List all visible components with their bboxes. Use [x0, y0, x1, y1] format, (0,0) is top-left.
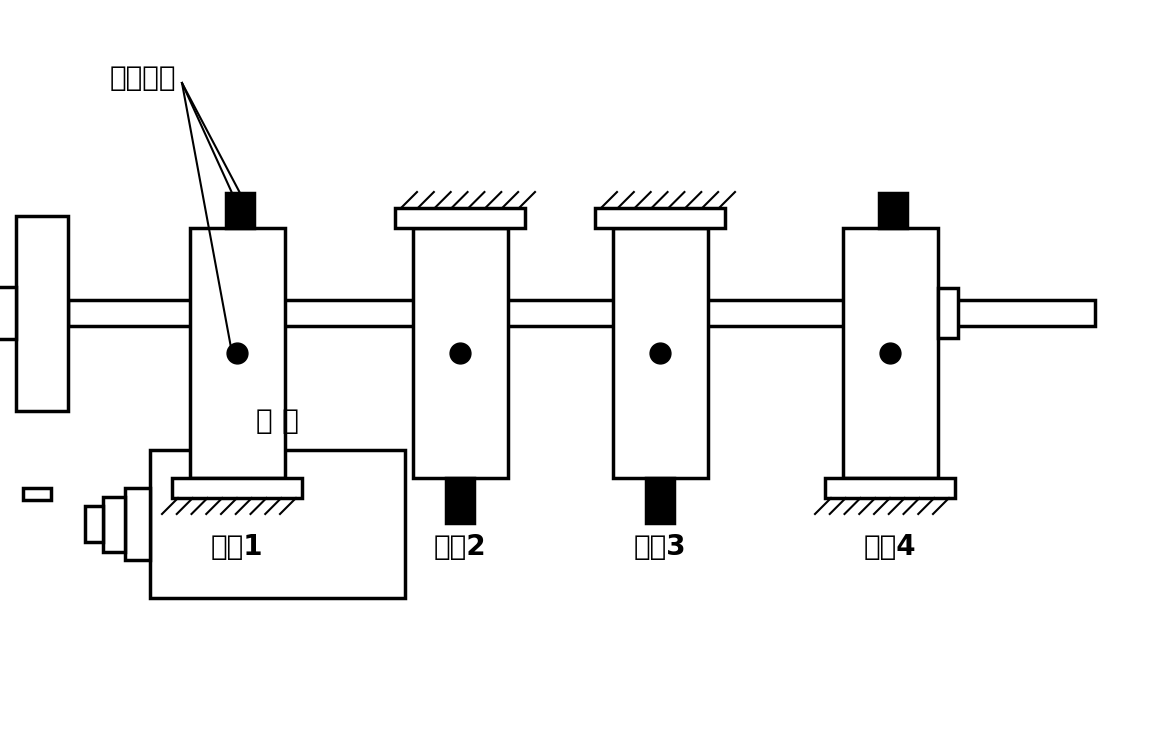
Bar	[150, 450, 405, 598]
Text: 轴承2: 轴承2	[434, 533, 486, 561]
Bar	[226, 193, 254, 228]
Bar	[125, 488, 150, 560]
Bar	[23, 488, 51, 500]
Text: 轴承4: 轴承4	[864, 533, 916, 561]
Bar	[68, 300, 1095, 326]
Bar	[937, 288, 957, 338]
Bar	[879, 193, 907, 228]
Text: 轴承1: 轴承1	[211, 533, 263, 561]
Bar	[0, 287, 16, 339]
Bar	[85, 506, 103, 542]
Bar	[413, 228, 508, 478]
Bar	[103, 496, 125, 551]
Bar	[172, 478, 302, 498]
Bar	[842, 228, 937, 478]
Bar	[595, 208, 725, 228]
Bar	[189, 228, 284, 478]
Bar	[646, 478, 674, 523]
Text: 轴承3: 轴承3	[633, 533, 687, 561]
Bar	[612, 228, 708, 478]
Bar	[445, 478, 474, 523]
Bar	[396, 208, 525, 228]
Bar	[16, 216, 68, 410]
Text: 加速度计: 加速度计	[110, 64, 176, 92]
Text: 电 机: 电 机	[256, 407, 299, 435]
Bar	[825, 478, 955, 498]
